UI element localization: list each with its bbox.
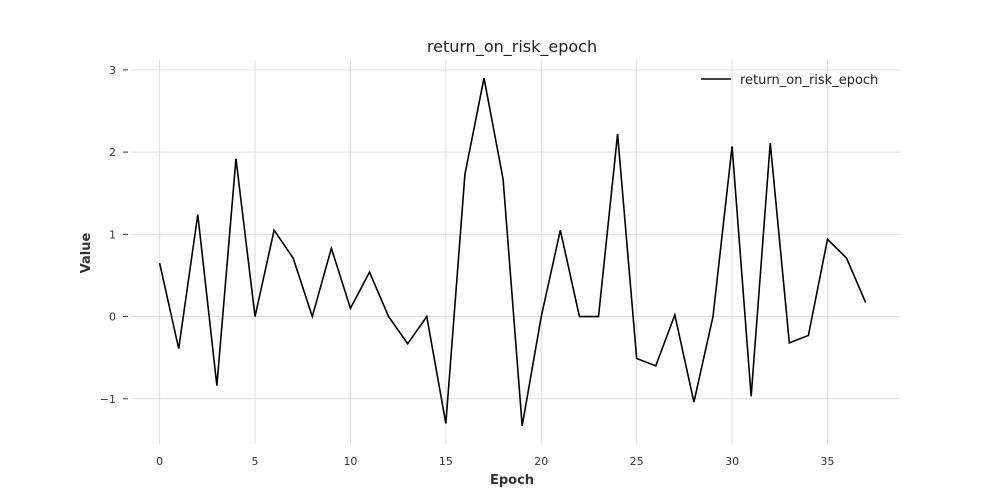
x-tick-label: 15 [439,455,453,468]
x-tick-label: 0 [156,455,163,468]
legend: return_on_risk_epoch [701,73,878,88]
legend-entry-label: return_on_risk_epoch [740,73,878,88]
chart-title: return_on_risk_epoch [427,37,597,57]
x-tick-label: 35 [820,455,834,468]
series-line [158,77,867,427]
y-axis-label: Value [79,232,94,273]
y-tick-label: −1 [100,393,116,406]
series-layer [158,77,867,427]
x-tick-label: 25 [630,455,644,468]
x-tick-label: 20 [534,455,548,468]
y-tick-label: 3 [109,64,116,77]
y-tick-label: 0 [109,311,116,324]
x-axis-label: Epoch [490,473,534,488]
x-tick-label: 5 [252,455,259,468]
y-tick-label: 1 [109,228,116,241]
axis-ticks: 0 5 10 15 20 25 30 35 −1 0 1 2 3 [100,64,835,468]
y-tick-label: 2 [109,146,116,159]
x-tick-label: 30 [725,455,739,468]
grid [131,60,900,444]
x-tick-label: 10 [343,455,357,468]
